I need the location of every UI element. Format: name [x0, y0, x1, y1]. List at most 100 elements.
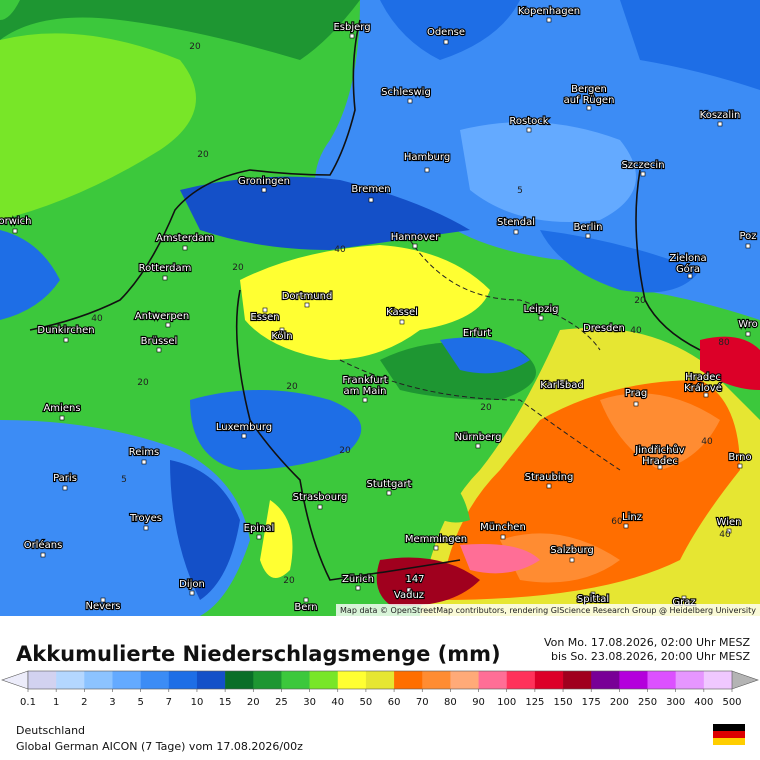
- city-label: Dunkirchen: [37, 325, 94, 336]
- contour-label: 20: [137, 378, 149, 388]
- city-label: Kopenhagen: [518, 6, 580, 17]
- city-dot: [745, 331, 751, 337]
- city-label: Odense: [427, 27, 465, 38]
- contour-label: 20: [189, 42, 201, 52]
- city-dot: [424, 167, 430, 173]
- colorbar-tick-label: 25: [275, 697, 288, 708]
- colorbar-tick-label: 250: [638, 697, 657, 708]
- contour-label: 20: [283, 576, 295, 586]
- city-label: Köln: [271, 331, 292, 342]
- colorbar-cell: [112, 671, 141, 689]
- colorbar-cell: [225, 671, 254, 689]
- city-label: Vaduz: [394, 590, 424, 601]
- city-dot: [303, 597, 309, 603]
- city-label: Koszalin: [700, 110, 741, 121]
- city-label: Leipzig: [523, 304, 558, 315]
- colorbar-tick-label: 20: [247, 697, 260, 708]
- colorbar-tick-label: 500: [722, 697, 741, 708]
- city-label: Dortmund: [282, 291, 333, 302]
- city-dot: [182, 245, 188, 251]
- city-dot: [513, 229, 519, 235]
- colorbar-cell: [56, 671, 85, 689]
- contour-label: 60: [611, 517, 623, 527]
- map-labels: Esbjerg Odense Kopenhagen Schleswig Bergenau…: [0, 5, 759, 614]
- city-label: Spittal: [577, 594, 609, 605]
- city-label: Hradec: [685, 372, 721, 383]
- period-end: bis So. 23.08.2026, 20:00 Uhr MESZ: [551, 650, 750, 663]
- city-dot: [63, 337, 69, 343]
- city-label: Schleswig: [381, 87, 431, 98]
- colorbar-tick-label: 2: [81, 697, 87, 708]
- city-dot: [687, 273, 693, 279]
- colorbar-tick-label: 300: [666, 697, 685, 708]
- flag: [713, 724, 745, 745]
- city-dot: [633, 401, 639, 407]
- city-label: Berlin: [573, 222, 602, 233]
- map: [0, 0, 760, 616]
- legend-title: Akkumulierte Niederschlagsmenge (mm): [16, 642, 501, 666]
- city-label: Memmingen: [405, 534, 467, 545]
- city-label: Orléans: [24, 539, 63, 551]
- contour-label: 5: [517, 186, 523, 196]
- city-label: Amsterdam: [156, 233, 214, 244]
- colorbar-cell: [281, 671, 310, 689]
- colorbar-cell: [337, 671, 367, 689]
- city-dot: [262, 307, 268, 313]
- city-dot: [412, 243, 418, 249]
- colorbar-frame: [27, 670, 733, 690]
- contour-label: 40: [334, 245, 346, 255]
- colorbar-tick-label: 30: [303, 697, 316, 708]
- colorbar-cell: [168, 671, 198, 689]
- city-label: Esbjerg: [333, 22, 370, 33]
- city-label: Stendal: [497, 217, 535, 228]
- colorbar-cell: [563, 671, 592, 689]
- city-label: Hamburg: [404, 152, 450, 163]
- colorbar-tick-label: 3: [109, 697, 115, 708]
- city-label: Prag: [625, 388, 647, 399]
- city-label: Wien: [717, 517, 742, 528]
- contour-label: 20: [232, 263, 244, 273]
- city-dot: [12, 228, 18, 234]
- colorbar-tick-label: 400: [694, 697, 713, 708]
- city-dot: [406, 587, 412, 593]
- city-dot: [165, 322, 171, 328]
- colorbar-tick-label: 7: [166, 697, 172, 708]
- city-label: Strasbourg: [293, 492, 348, 503]
- city-dot: [368, 197, 374, 203]
- colorbar-tick-label: 50: [360, 697, 373, 708]
- contour-label: 40: [91, 314, 103, 324]
- colorbar-cell: [84, 671, 113, 689]
- colorbar-tick-label: 100: [497, 697, 516, 708]
- city-label: Paris: [53, 473, 77, 484]
- colorbar-cell: [506, 671, 536, 689]
- colorbar-tick-label: 0.1: [20, 697, 36, 708]
- region: Deutschland: [16, 724, 85, 737]
- city-dot: [141, 459, 147, 465]
- city-dot: [613, 327, 619, 333]
- colorbar-cell: [253, 671, 282, 689]
- city-label: Essen: [250, 312, 279, 323]
- attribution: Map data © OpenStreetMap contributors, r…: [340, 606, 756, 615]
- colorbar-cell: [534, 671, 564, 689]
- colorbar-cell: [28, 671, 57, 689]
- colorbar-tick-label: 90: [472, 697, 485, 708]
- colorbar-cell: [478, 671, 508, 689]
- city-label: Kassel: [386, 307, 418, 318]
- city-dot: [349, 33, 355, 39]
- city-dot: [546, 17, 552, 23]
- colorbar-cell: [394, 671, 423, 689]
- city-label: Szczecin: [621, 160, 664, 171]
- colorbar-tick-label: 5: [137, 697, 143, 708]
- city-dot: [538, 315, 544, 321]
- city-dot: [241, 433, 247, 439]
- city-label: am Main: [344, 386, 387, 397]
- city-dot: [279, 327, 285, 333]
- city-label: Reims: [129, 447, 159, 458]
- colorbar-cell: [140, 671, 170, 689]
- city-label: Straubing: [525, 472, 574, 483]
- colorbar-cell: [450, 671, 479, 689]
- city-dot: [474, 327, 480, 333]
- city-label: Troyes: [129, 513, 162, 524]
- contour-label: 40: [630, 326, 642, 336]
- colorbar-cell: [619, 671, 648, 689]
